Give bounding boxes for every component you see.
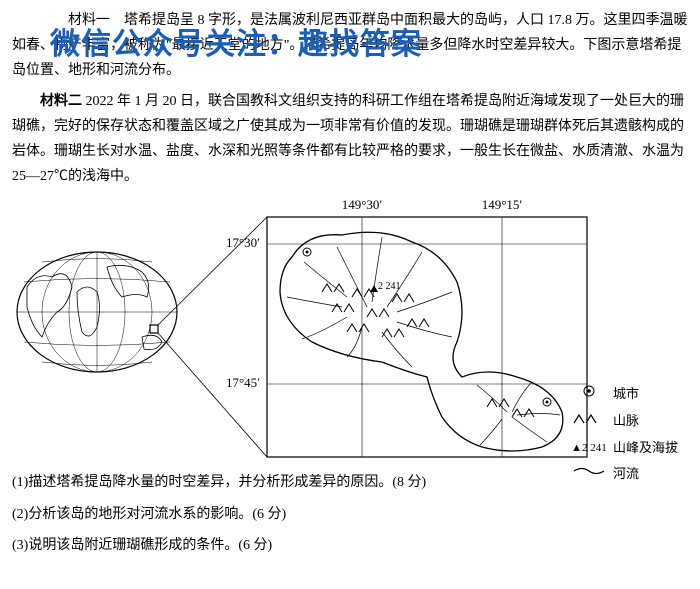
lon1-label: 149°30′	[342, 197, 383, 212]
material1-paragraph: 材料一 塔希提岛呈 8 字形，是法属波利尼西亚群岛中面积最大的岛屿，人口 17.…	[12, 8, 688, 84]
question-3: (3)说明该岛附近珊瑚礁形成的条件。(6 分)	[12, 533, 688, 558]
river-icon	[571, 462, 607, 487]
legend-mountain: 山脉	[571, 409, 678, 434]
legend-peak-label: 山峰及海拔	[613, 436, 678, 461]
material2-paragraph: 材料二 2022 年 1 月 20 日，联合国教科文组织支持的科研工作组在塔希提…	[12, 88, 688, 190]
legend-mountain-label: 山脉	[613, 409, 639, 434]
lat1-label: 17°30′	[226, 235, 260, 250]
rivers	[287, 237, 560, 445]
lon2-label: 149°15′	[482, 197, 523, 212]
question-2: (2)分析该岛的地形对河流水系的影响。(6 分)	[12, 502, 688, 527]
map-figure: 149°30′ 149°15′ 17°30′ 17°45′	[12, 197, 688, 462]
peak-icon: ▲2 241	[571, 438, 607, 459]
material2-label: 材料二	[40, 92, 82, 108]
legend-city-label: 城市	[613, 382, 639, 407]
map-legend: 城市 山脉 ▲2 241 山峰及海拔 河流	[571, 382, 678, 489]
svg-text:2 241: 2 241	[378, 281, 401, 292]
island-outline	[280, 233, 563, 452]
mountain-icon	[571, 409, 607, 434]
globe-inset	[17, 252, 177, 372]
legend-river: 河流	[571, 462, 678, 487]
material2-text: 2022 年 1 月 20 日，联合国教科文组织支持的科研工作组在塔希提岛附近海…	[12, 94, 684, 185]
legend-peak: ▲2 241 山峰及海拔	[571, 436, 678, 461]
city-icon	[571, 382, 607, 407]
detail-frame	[267, 217, 587, 457]
lat2-label: 17°45′	[226, 375, 260, 390]
city-markers	[303, 248, 551, 406]
legend-city: 城市	[571, 382, 678, 407]
legend-river-label: 河流	[613, 462, 639, 487]
